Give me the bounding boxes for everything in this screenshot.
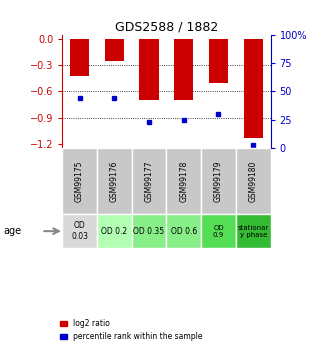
- Text: OD 0.6: OD 0.6: [171, 227, 197, 236]
- Bar: [132, 214, 166, 248]
- Bar: [62, 214, 97, 248]
- Text: GSM99178: GSM99178: [179, 160, 188, 202]
- Bar: [132, 148, 166, 214]
- Bar: [166, 148, 201, 214]
- Bar: [97, 214, 132, 248]
- Bar: [70, 39, 89, 76]
- Title: GDS2588 / 1882: GDS2588 / 1882: [115, 20, 218, 33]
- Text: GSM99180: GSM99180: [249, 160, 258, 202]
- Text: stationar
y phase: stationar y phase: [238, 225, 269, 238]
- Bar: [244, 39, 263, 138]
- Text: OD
0.03: OD 0.03: [71, 221, 88, 241]
- Bar: [166, 214, 201, 248]
- Legend: log2 ratio, percentile rank within the sample: log2 ratio, percentile rank within the s…: [60, 319, 202, 341]
- Bar: [201, 148, 236, 214]
- Bar: [174, 39, 193, 100]
- Text: GSM99176: GSM99176: [110, 160, 119, 202]
- Bar: [97, 148, 132, 214]
- Bar: [201, 214, 236, 248]
- Text: GSM99175: GSM99175: [75, 160, 84, 202]
- Bar: [105, 39, 124, 61]
- Bar: [236, 214, 271, 248]
- Text: age: age: [3, 226, 21, 236]
- Bar: [209, 39, 228, 83]
- Bar: [62, 148, 97, 214]
- Text: GSM99177: GSM99177: [145, 160, 154, 202]
- Text: OD 0.2: OD 0.2: [101, 227, 128, 236]
- Text: OD
0.9: OD 0.9: [213, 225, 224, 238]
- Text: OD 0.35: OD 0.35: [133, 227, 165, 236]
- Bar: [139, 39, 159, 100]
- Text: GSM99179: GSM99179: [214, 160, 223, 202]
- Bar: [236, 148, 271, 214]
